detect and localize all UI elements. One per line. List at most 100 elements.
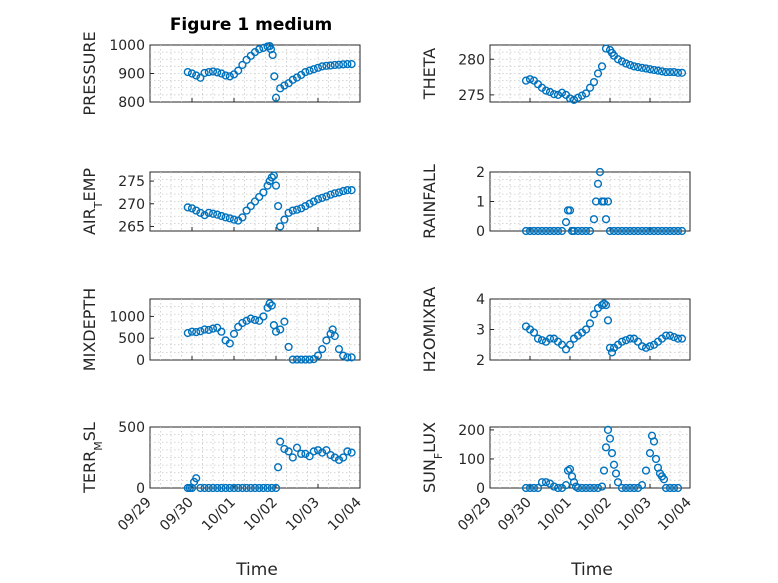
data-point <box>653 66 663 75</box>
data-point <box>343 59 352 69</box>
data-point <box>339 453 348 462</box>
data-point <box>269 171 279 180</box>
x-tick-label: 10/04 <box>325 494 365 534</box>
data-point <box>545 226 555 236</box>
data-point <box>255 45 264 54</box>
data-point <box>280 444 289 454</box>
data-point <box>288 75 297 84</box>
data-point <box>255 192 264 202</box>
data-point <box>585 83 595 92</box>
data-point <box>322 61 331 70</box>
subplot-6: 2 3 4 H2OMIXRA <box>420 287 691 372</box>
subplot-4: 0 1 2 RAINFALL <box>420 164 691 240</box>
data-point <box>246 201 255 211</box>
data-point <box>669 226 679 236</box>
data-point <box>330 331 339 341</box>
data-point <box>196 73 205 82</box>
data-point <box>625 226 635 236</box>
data-point <box>661 331 671 340</box>
data-point <box>585 483 595 493</box>
data-point <box>525 75 535 84</box>
data-point <box>549 482 559 491</box>
data-point <box>313 446 323 455</box>
data-point <box>673 334 683 343</box>
data-point <box>585 319 595 328</box>
data-point <box>238 318 247 328</box>
data-point <box>208 483 218 493</box>
data-point <box>318 448 327 457</box>
data-point <box>267 173 276 182</box>
data-point <box>553 90 563 99</box>
data-point <box>192 206 201 215</box>
data-point <box>561 218 571 227</box>
data-point <box>601 301 611 310</box>
data-point <box>653 226 663 236</box>
data-point <box>533 483 543 493</box>
data-point <box>221 483 230 493</box>
data-point <box>581 226 591 236</box>
data-point <box>659 475 669 484</box>
data-point <box>280 317 289 326</box>
y-axis-label: PRESSURE <box>80 31 99 115</box>
y-tick-label: 1000 <box>109 309 145 325</box>
data-point <box>204 67 213 77</box>
grid-lines <box>490 172 690 231</box>
data-point <box>208 324 218 333</box>
data-point <box>259 188 268 197</box>
y-axis-label: MIXDEPTH <box>80 288 99 371</box>
data-point <box>196 483 205 493</box>
data-point <box>529 483 539 493</box>
grid-lines <box>150 299 360 360</box>
data-point <box>255 483 264 493</box>
data-point <box>339 60 348 69</box>
data-point <box>276 222 285 231</box>
data-point <box>187 327 197 336</box>
data-point <box>557 340 567 349</box>
data-point <box>196 327 205 336</box>
subplot-3: 265 270 275 AIRTEMP <box>80 168 361 235</box>
data-point <box>625 334 635 343</box>
data-point <box>601 443 611 452</box>
data-point <box>597 482 607 491</box>
data-point <box>529 328 539 337</box>
y-tick-label: 275 <box>458 88 485 104</box>
y-axis-label: AIRTEMP <box>80 168 105 235</box>
data-point <box>603 316 613 325</box>
data-point <box>183 203 192 212</box>
x-tick-label: 10/02 <box>241 495 281 535</box>
data-point <box>276 325 285 334</box>
data-point <box>573 93 583 102</box>
data-point <box>208 209 218 218</box>
data-point <box>603 425 613 435</box>
data-point <box>597 62 607 71</box>
data-point <box>657 67 667 76</box>
data-point <box>330 189 339 198</box>
data-point <box>242 206 251 215</box>
data-point <box>669 67 679 77</box>
data-point <box>581 89 591 98</box>
subplot-2: 275 280 THETA <box>420 44 691 104</box>
x-tick-label: 10/04 <box>655 494 695 534</box>
y-tick-label: 100 <box>458 452 485 468</box>
data-point <box>280 215 289 224</box>
y-tick-label: 2 <box>476 165 485 181</box>
data-point <box>589 77 599 87</box>
data-point <box>326 190 335 199</box>
y-tick-label: 1 <box>476 195 485 211</box>
data-point <box>263 181 272 190</box>
data-point <box>268 50 277 60</box>
data-point <box>605 434 615 443</box>
data-point <box>641 343 651 352</box>
data-point <box>326 61 335 70</box>
figure-title: Figure 1 medium <box>170 15 332 35</box>
y-axis-label: THETA <box>420 48 439 100</box>
data-point <box>192 71 201 80</box>
data-point <box>309 65 318 74</box>
y-tick-label: 0 <box>136 353 145 369</box>
data-series <box>521 44 687 104</box>
data-point <box>521 76 531 85</box>
data-point <box>605 226 615 236</box>
data-point <box>250 315 260 325</box>
data-point <box>200 325 209 334</box>
data-point <box>617 483 627 493</box>
